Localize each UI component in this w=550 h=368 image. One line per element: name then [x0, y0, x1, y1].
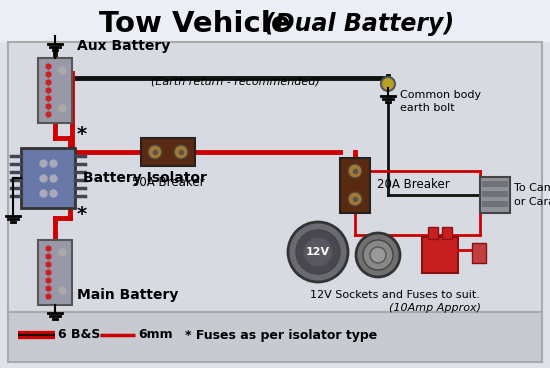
Text: (10Amp Approx): (10Amp Approx)	[389, 303, 481, 313]
Text: Common body
earth bolt: Common body earth bolt	[400, 90, 481, 113]
Bar	[8, 312, 542, 362]
Bar	[8, 312, 542, 362]
Text: Battery Isolator: Battery Isolator	[83, 171, 207, 185]
Bar	[482, 191, 508, 197]
Bar	[442, 227, 452, 239]
Bar	[422, 237, 458, 273]
Text: *: *	[77, 125, 87, 144]
Text: Main Battery: Main Battery	[77, 288, 178, 302]
Text: *: *	[77, 205, 87, 224]
Text: Aux Battery: Aux Battery	[77, 39, 170, 53]
Text: 12V Sockets and Fuses to suit.: 12V Sockets and Fuses to suit.	[310, 290, 480, 300]
Circle shape	[348, 164, 362, 178]
Text: Tow Vehicle: Tow Vehicle	[99, 10, 291, 38]
Text: To Camper
or Caravan: To Camper or Caravan	[514, 183, 550, 206]
Circle shape	[304, 238, 332, 266]
Circle shape	[348, 192, 362, 206]
Circle shape	[288, 222, 348, 282]
Circle shape	[148, 145, 162, 159]
Bar	[472, 243, 486, 263]
Text: (Dual Battery): (Dual Battery)	[256, 12, 454, 36]
Bar	[38, 240, 72, 305]
Bar	[428, 227, 438, 239]
Bar	[0, 0, 550, 42]
Circle shape	[174, 145, 188, 159]
Circle shape	[363, 240, 393, 270]
Circle shape	[296, 230, 340, 274]
Bar	[8, 42, 542, 312]
Text: 12V: 12V	[306, 247, 330, 257]
Bar	[340, 158, 370, 213]
Bar	[21, 148, 75, 208]
Circle shape	[370, 247, 386, 263]
Text: (Earth return - recommended): (Earth return - recommended)	[151, 77, 320, 87]
Text: * Fuses as per isolator type: * Fuses as per isolator type	[185, 329, 377, 342]
Circle shape	[356, 233, 400, 277]
Text: 6 B&S: 6 B&S	[58, 329, 100, 342]
Text: 50A Breaker: 50A Breaker	[131, 176, 204, 189]
Text: 20A Breaker: 20A Breaker	[377, 178, 450, 191]
Circle shape	[381, 77, 395, 91]
Text: 6mm: 6mm	[138, 329, 173, 342]
Bar	[141, 138, 195, 166]
Bar	[480, 177, 510, 213]
Bar	[482, 181, 508, 187]
Bar	[482, 201, 508, 207]
Bar	[38, 58, 72, 123]
